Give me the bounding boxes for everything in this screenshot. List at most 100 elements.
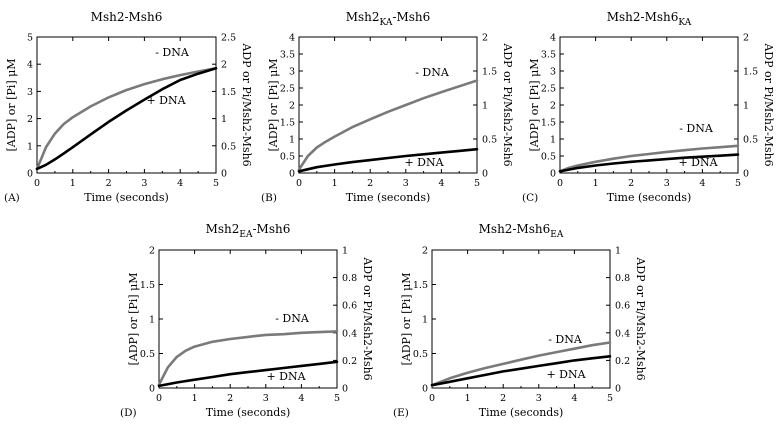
- y-tick-label: 3: [27, 87, 33, 98]
- series-line-2: [35, 67, 218, 171]
- y-axis-title: [ADP] or [Pi] μM: [528, 58, 541, 151]
- x-tick-label: 5: [334, 393, 340, 404]
- x-tick-label: 4: [298, 393, 304, 404]
- x-tick-label: 0: [296, 178, 302, 189]
- y-axis-title: [ADP] or [Pi] μM: [5, 58, 18, 151]
- y2-axis-title: ADP or Pi/Msh2-Msh6: [634, 256, 647, 380]
- x-axis-title: Time (seconds): [84, 191, 169, 204]
- y-tick-label: 2: [149, 246, 155, 257]
- x-tick-label: 0: [34, 178, 40, 189]
- chart-title: Msh2-Msh6KA: [607, 10, 692, 28]
- x-tick-label: 3: [263, 393, 269, 404]
- x-tick-label: 5: [735, 178, 741, 189]
- y-tick-label: 2.5: [541, 84, 556, 95]
- series-label-2: + DNA: [146, 94, 186, 107]
- panel-label: (D): [120, 407, 137, 419]
- y2-tick-label: 1.5: [743, 67, 758, 78]
- panel-label: (E): [393, 407, 409, 419]
- x-tick-label: 3: [536, 393, 542, 404]
- y-tick-label: 2: [27, 114, 33, 125]
- y-tick-label: 1.5: [413, 280, 428, 291]
- x-tick-label: 1: [332, 178, 338, 189]
- x-tick-label: 2: [227, 393, 233, 404]
- y-tick-label: 1.5: [140, 280, 155, 291]
- y2-axis-title: ADP or Pi/Msh2-Msh6: [762, 42, 775, 166]
- x-tick-label: 2: [628, 178, 634, 189]
- y2-tick-label: 0.2: [342, 356, 357, 367]
- chart-title: Msh2-Msh6EA: [479, 222, 564, 240]
- y2-tick-label: 0: [482, 169, 488, 180]
- x-tick-label: 0: [429, 393, 435, 404]
- y-tick-label: 3.5: [280, 50, 295, 61]
- series-label-1: - DNA: [548, 333, 583, 346]
- y-tick-label: 0.5: [280, 152, 295, 163]
- x-tick-label: 0: [557, 178, 563, 189]
- y2-tick-label: 1.5: [221, 87, 236, 98]
- x-tick-label: 2: [367, 178, 373, 189]
- x-axis-title: Time (seconds): [206, 406, 291, 419]
- x-tick-label: 2: [106, 178, 112, 189]
- series-label-2: + DNA: [266, 370, 306, 383]
- y-tick-label: 1: [27, 141, 33, 152]
- chart-title: Msh2EA-Msh6: [206, 222, 291, 240]
- y2-tick-label: 2: [482, 33, 488, 44]
- x-tick-label: 2: [500, 393, 506, 404]
- series-label-1: - DNA: [415, 66, 450, 79]
- y-tick-label: 0.5: [541, 152, 556, 163]
- y2-tick-label: 0.5: [743, 135, 758, 146]
- x-tick-label: 4: [438, 178, 444, 189]
- y2-tick-label: 0: [615, 384, 621, 395]
- y-tick-label: 1.5: [541, 118, 556, 129]
- y-tick-label: 3.5: [541, 50, 556, 61]
- y-tick-label: 0: [27, 169, 33, 180]
- y2-axis-title: ADP or Pi/Msh2-Msh6: [361, 256, 374, 380]
- y2-tick-label: 0.8: [615, 273, 630, 284]
- y2-axis-title: ADP or Pi/Msh2-Msh6: [240, 42, 253, 166]
- y2-tick-label: 0.2: [615, 356, 630, 367]
- y2-tick-label: 0.4: [342, 328, 357, 339]
- x-tick-label: 1: [70, 178, 76, 189]
- panel-label: (C): [522, 192, 538, 204]
- plot-frame: [559, 36, 739, 174]
- y-tick-label: 0: [149, 384, 155, 395]
- panel-label: (B): [261, 192, 277, 204]
- y2-tick-label: 1: [615, 246, 621, 257]
- x-tick-label: 1: [192, 393, 198, 404]
- y-tick-label: 1: [550, 135, 556, 146]
- x-tick-label: 5: [474, 178, 480, 189]
- y2-tick-label: 0.6: [342, 301, 357, 312]
- x-tick-label: 4: [699, 178, 705, 189]
- x-tick-label: 1: [465, 393, 471, 404]
- chart-title: Msh2-Msh6: [91, 10, 163, 24]
- y2-tick-label: 1: [342, 246, 348, 257]
- y-tick-label: 3: [550, 67, 556, 78]
- x-axis-title: Time (seconds): [479, 406, 564, 419]
- series-label-2: + DNA: [404, 156, 444, 169]
- series-label-1: - DNA: [275, 312, 310, 325]
- y-tick-label: 0: [289, 169, 295, 180]
- y2-tick-label: 0.4: [615, 328, 630, 339]
- y-tick-label: 3: [289, 67, 295, 78]
- series-line-1: [297, 79, 479, 171]
- y-tick-label: 2: [422, 246, 428, 257]
- y-tick-label: 0.5: [413, 349, 428, 360]
- x-tick-label: 3: [141, 178, 147, 189]
- y2-tick-label: 0: [743, 169, 749, 180]
- y-tick-label: 2: [550, 101, 556, 112]
- series-line-1: [157, 330, 339, 386]
- series-line-2: [430, 354, 612, 387]
- y-tick-label: 1: [149, 315, 155, 326]
- y2-tick-label: 0.5: [482, 135, 497, 146]
- y-axis-title: [ADP] or [Pi] μM: [400, 272, 413, 365]
- series-line-1: [430, 341, 612, 387]
- series-label-2: + DNA: [546, 368, 586, 381]
- x-tick-label: 5: [607, 393, 613, 404]
- y-axis-title: [ADP] or [Pi] μM: [267, 58, 280, 151]
- y-tick-label: 2: [289, 101, 295, 112]
